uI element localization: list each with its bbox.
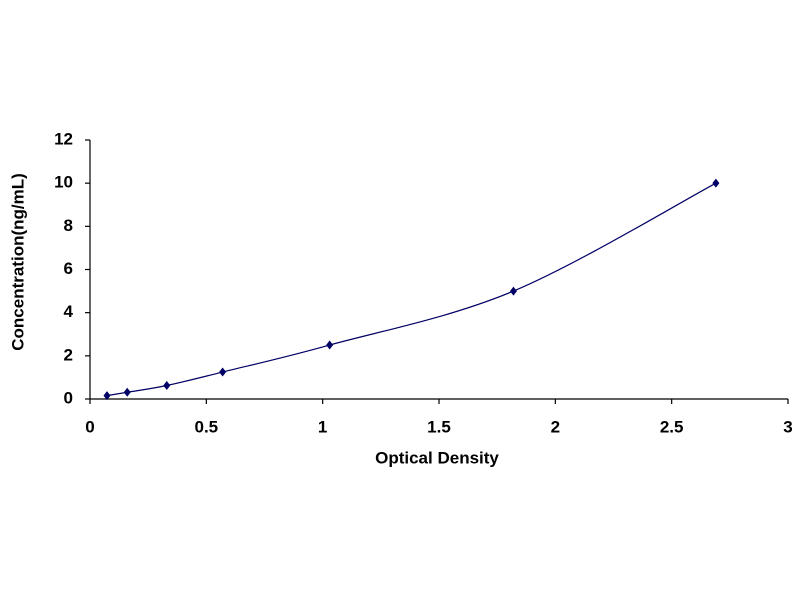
x-tick-label: 2 [551, 417, 560, 436]
data-point [103, 391, 111, 401]
x-axis-title: Optical Density [375, 448, 499, 467]
data-point [712, 178, 720, 188]
y-tick-label: 0 [64, 388, 73, 407]
data-point [219, 367, 227, 377]
y-tick-label: 2 [64, 345, 73, 364]
x-tick-label: 1 [318, 417, 327, 436]
x-tick-label: 0 [85, 417, 94, 436]
y-tick-label: 12 [54, 129, 73, 148]
y-tick-label: 6 [64, 259, 73, 278]
y-tick-label: 8 [64, 216, 73, 235]
data-point [509, 286, 517, 296]
y-axis-title: Concentration(ng/mL) [8, 173, 27, 351]
x-tick-label: 3 [783, 417, 792, 436]
data-point [326, 340, 334, 350]
x-tick-label: 2.5 [660, 417, 684, 436]
data-point [123, 387, 131, 397]
y-tick-label: 4 [64, 302, 74, 321]
curve [106, 182, 717, 397]
x-tick-label: 0.5 [195, 417, 219, 436]
x-tick-label: 1.5 [427, 417, 451, 436]
data-point [163, 381, 171, 391]
y-tick-label: 10 [54, 173, 73, 192]
